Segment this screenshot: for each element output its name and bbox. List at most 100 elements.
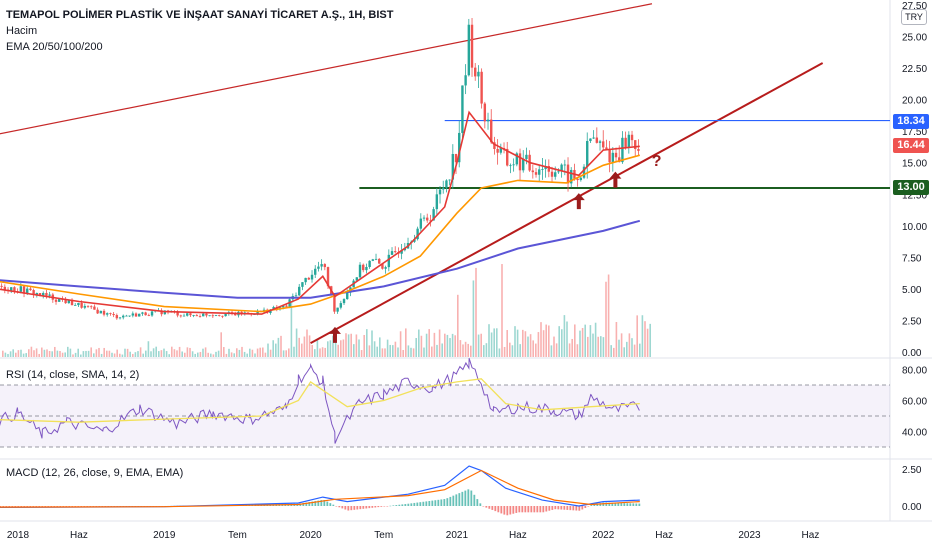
candle-body — [506, 148, 509, 166]
macd-histogram-bar — [617, 502, 620, 506]
candle-body — [362, 264, 365, 271]
ema200-line — [0, 219, 641, 299]
candle-body — [419, 218, 423, 229]
macd-histogram-bar — [356, 506, 359, 510]
candle-body — [454, 154, 458, 163]
volume-bar — [33, 350, 35, 357]
macd-histogram-bar — [95, 506, 98, 507]
candle-body — [579, 177, 583, 181]
volume-bar — [113, 353, 116, 357]
macd-histogram-bar — [329, 503, 332, 506]
volume-bar — [412, 348, 415, 357]
volume-bar — [132, 353, 134, 357]
volume-bar — [353, 344, 355, 357]
macd-histogram-bar — [584, 506, 587, 509]
macd-histogram-bar — [557, 506, 560, 510]
macd-histogram-bar — [353, 506, 356, 510]
candle-body — [13, 287, 16, 292]
macd-histogram-bar — [599, 503, 602, 506]
candle-body — [624, 137, 627, 148]
volume-bar — [178, 346, 181, 357]
volume-bar — [626, 341, 628, 357]
candle-body — [131, 313, 135, 316]
volume-bar — [324, 347, 326, 357]
volume-bar — [194, 353, 196, 357]
candle-body — [598, 141, 602, 143]
volume-bar — [529, 334, 532, 357]
candle-body — [403, 248, 407, 251]
volume-bar — [25, 353, 27, 357]
volume-bar — [142, 353, 144, 357]
macd-histogram-bar — [380, 506, 383, 507]
macd-histogram-bar — [80, 506, 83, 507]
rsi-legend[interactable]: RSI (14, close, SMA, 14, 2) — [6, 369, 140, 381]
candle-body — [342, 299, 346, 304]
volume-bar — [501, 264, 503, 357]
macd-legend[interactable]: MACD (12, 26, close, 9, EMA, EMA) — [6, 467, 184, 479]
volume-bar — [410, 347, 412, 357]
candle-body — [512, 164, 515, 166]
volume-legend[interactable]: Hacim — [6, 25, 38, 37]
candle-body — [77, 302, 80, 306]
candle-body — [189, 313, 192, 316]
candle-body — [493, 142, 496, 149]
candle-body — [205, 313, 208, 316]
candle-body — [102, 310, 106, 315]
chart-title: TEMAPOL POLİMER PLASTİK VE İNŞAAT SANAYİ… — [6, 9, 394, 21]
macd-histogram-bar — [479, 503, 482, 506]
volume-bar — [106, 350, 108, 357]
candle-body — [374, 258, 378, 260]
volume-bar — [498, 348, 501, 357]
candle-body — [560, 164, 563, 172]
currency-button[interactable]: TRY — [901, 9, 927, 25]
macd-histogram-bar — [419, 502, 422, 506]
volume-bar — [256, 348, 259, 357]
candle-body — [413, 239, 416, 242]
candle-body — [323, 264, 327, 268]
time-tick-label: 2022 — [592, 530, 615, 541]
volume-bar — [220, 332, 222, 357]
volume-bar — [563, 315, 566, 357]
macd-histogram-bar — [104, 506, 107, 507]
volume-bar — [298, 337, 300, 357]
volume-bar — [319, 348, 321, 357]
volume-bar — [345, 333, 347, 357]
macd-histogram-bar — [425, 501, 428, 506]
candle-body — [618, 157, 621, 163]
macd-histogram-bar — [533, 506, 536, 513]
macd-histogram-bar — [629, 503, 632, 506]
macd-histogram-bar — [635, 503, 638, 506]
volume-bar — [189, 347, 191, 357]
macd-histogram-bar — [59, 506, 62, 507]
macd-histogram-bar — [14, 506, 17, 507]
candle-body — [179, 315, 183, 317]
candle-body — [234, 313, 237, 316]
up-arrow-marker — [328, 326, 341, 343]
volume-bar — [496, 328, 498, 357]
volume-bar — [350, 333, 352, 357]
volume-bar — [28, 349, 30, 357]
candle-body — [595, 137, 599, 143]
candle-body — [96, 309, 99, 314]
volume-bar — [433, 332, 436, 357]
candle-body — [461, 85, 464, 133]
macd-histogram-bar — [359, 506, 362, 510]
volume-bar — [282, 350, 285, 357]
volume-bar — [204, 347, 207, 357]
time-tick-label: Haz — [509, 530, 527, 541]
volume-bar — [561, 329, 563, 357]
candle-body — [294, 295, 298, 297]
volume-bar — [290, 301, 293, 357]
macd-histogram-bar — [575, 506, 578, 511]
macd-histogram-bar — [578, 506, 581, 511]
volume-bar — [394, 341, 397, 357]
macd-histogram-bar — [494, 506, 497, 512]
ema-legend[interactable]: EMA 20/50/100/200 — [6, 41, 103, 53]
volume-bar — [454, 335, 456, 357]
macd-histogram-bar — [461, 491, 464, 506]
candle-body — [22, 286, 26, 294]
volume-bar — [386, 339, 389, 357]
macd-histogram-bar — [68, 506, 71, 507]
volume-bar — [475, 267, 477, 357]
